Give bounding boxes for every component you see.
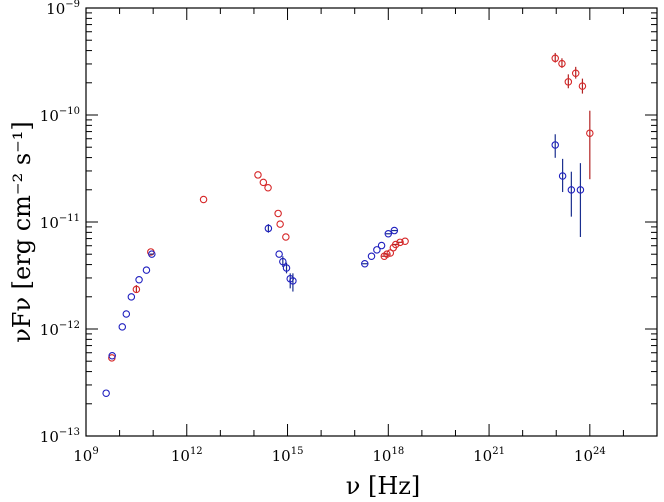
red-data-point: [274, 209, 282, 218]
marker: [135, 276, 143, 284]
marker: [373, 246, 381, 254]
marker: [384, 230, 393, 238]
blue-data-point: [289, 273, 297, 292]
data-points: [102, 52, 594, 397]
red-data-point: [254, 171, 262, 179]
y-tick-labels: 10−13 10−12 10−11 10−10 10−9: [40, 0, 80, 446]
marker: [551, 54, 559, 63]
blue-data-point: [282, 262, 291, 274]
marker: [275, 250, 283, 258]
marker: [254, 171, 262, 179]
blue-data-point: [558, 158, 567, 193]
blue-data-point: [275, 250, 283, 258]
red-data-point: [199, 195, 208, 204]
blue-data-point: [567, 171, 576, 217]
marker: [578, 82, 587, 90]
blue-data-point: [148, 250, 156, 258]
marker: [361, 259, 369, 268]
red-data-point: [282, 233, 290, 241]
marker: [571, 69, 580, 78]
blue-data-point: [377, 241, 386, 250]
marker: [551, 141, 559, 149]
marker: [274, 209, 282, 218]
red-data-point: [551, 52, 559, 63]
marker: [383, 250, 391, 258]
y-tick-label: 10−9: [46, 0, 80, 18]
x-tick-label: 109: [73, 446, 98, 465]
marker: [396, 238, 404, 247]
x-tick-labels: 109 1012 1015 1018 1021 1024: [73, 446, 605, 465]
blue-data-point: [279, 256, 287, 267]
marker: [264, 224, 273, 233]
red-data-point: [132, 285, 141, 294]
marker: [276, 220, 284, 228]
marker: [282, 233, 290, 241]
marker: [564, 78, 573, 86]
blue-data-point: [118, 323, 127, 331]
marker: [199, 195, 208, 204]
axis-ticks: [85, 7, 658, 437]
blue-data-point: [576, 163, 585, 237]
marker: [558, 59, 566, 68]
x-tick-label: 1024: [574, 446, 606, 465]
marker: [558, 172, 567, 180]
marker: [377, 241, 386, 250]
marker: [102, 389, 110, 397]
y-tick-label: 10−13: [40, 427, 80, 446]
marker: [118, 323, 127, 331]
marker: [122, 310, 131, 318]
marker: [148, 250, 156, 258]
blue-data-point: [373, 246, 381, 254]
blue-data-point: [122, 310, 131, 318]
marker: [279, 257, 287, 266]
blue-data-point: [142, 266, 151, 274]
red-data-point: [276, 220, 284, 228]
blue-data-point: [264, 224, 273, 233]
marker: [391, 240, 400, 249]
y-tick-label: 10−11: [40, 213, 80, 232]
x-tick-label: 1021: [473, 446, 505, 465]
red-data-point: [586, 110, 594, 180]
marker: [567, 186, 576, 194]
x-tick-label: 1012: [171, 446, 203, 465]
marker: [289, 277, 297, 285]
marker: [264, 184, 272, 192]
red-data-point: [571, 66, 580, 79]
blue-data-point: [551, 134, 559, 158]
red-data-point: [578, 78, 587, 94]
red-data-point: [259, 178, 268, 187]
red-data-point: [401, 237, 409, 246]
red-data-point: [264, 184, 272, 192]
marker: [401, 237, 409, 246]
blue-data-point: [135, 276, 143, 284]
marker: [142, 266, 151, 274]
blue-data-point: [361, 259, 369, 268]
x-tick-label: 1018: [372, 446, 404, 465]
blue-data-point: [367, 252, 376, 260]
blue-data-point: [390, 226, 399, 235]
blue-data-point: [384, 230, 393, 238]
marker: [108, 351, 116, 360]
marker: [586, 129, 594, 137]
marker: [576, 186, 585, 194]
blue-data-point: [102, 389, 110, 397]
y-axis-label: νFν [erg cm⁻² s⁻¹]: [8, 121, 36, 343]
y-tick-label: 10−12: [40, 320, 80, 339]
plot-frame: [85, 7, 658, 437]
x-tick-label: 1015: [272, 446, 304, 465]
marker: [132, 285, 141, 294]
marker: [259, 178, 268, 187]
marker: [367, 252, 376, 260]
y-tick-label: 10−10: [40, 106, 80, 125]
marker: [282, 264, 291, 272]
marker: [127, 293, 136, 301]
blue-data-point: [127, 293, 136, 301]
blue-data-point: [108, 351, 116, 360]
marker: [390, 226, 399, 235]
red-data-point: [558, 58, 566, 68]
x-axis-label: ν [Hz]: [346, 472, 421, 500]
red-data-point: [564, 74, 573, 89]
